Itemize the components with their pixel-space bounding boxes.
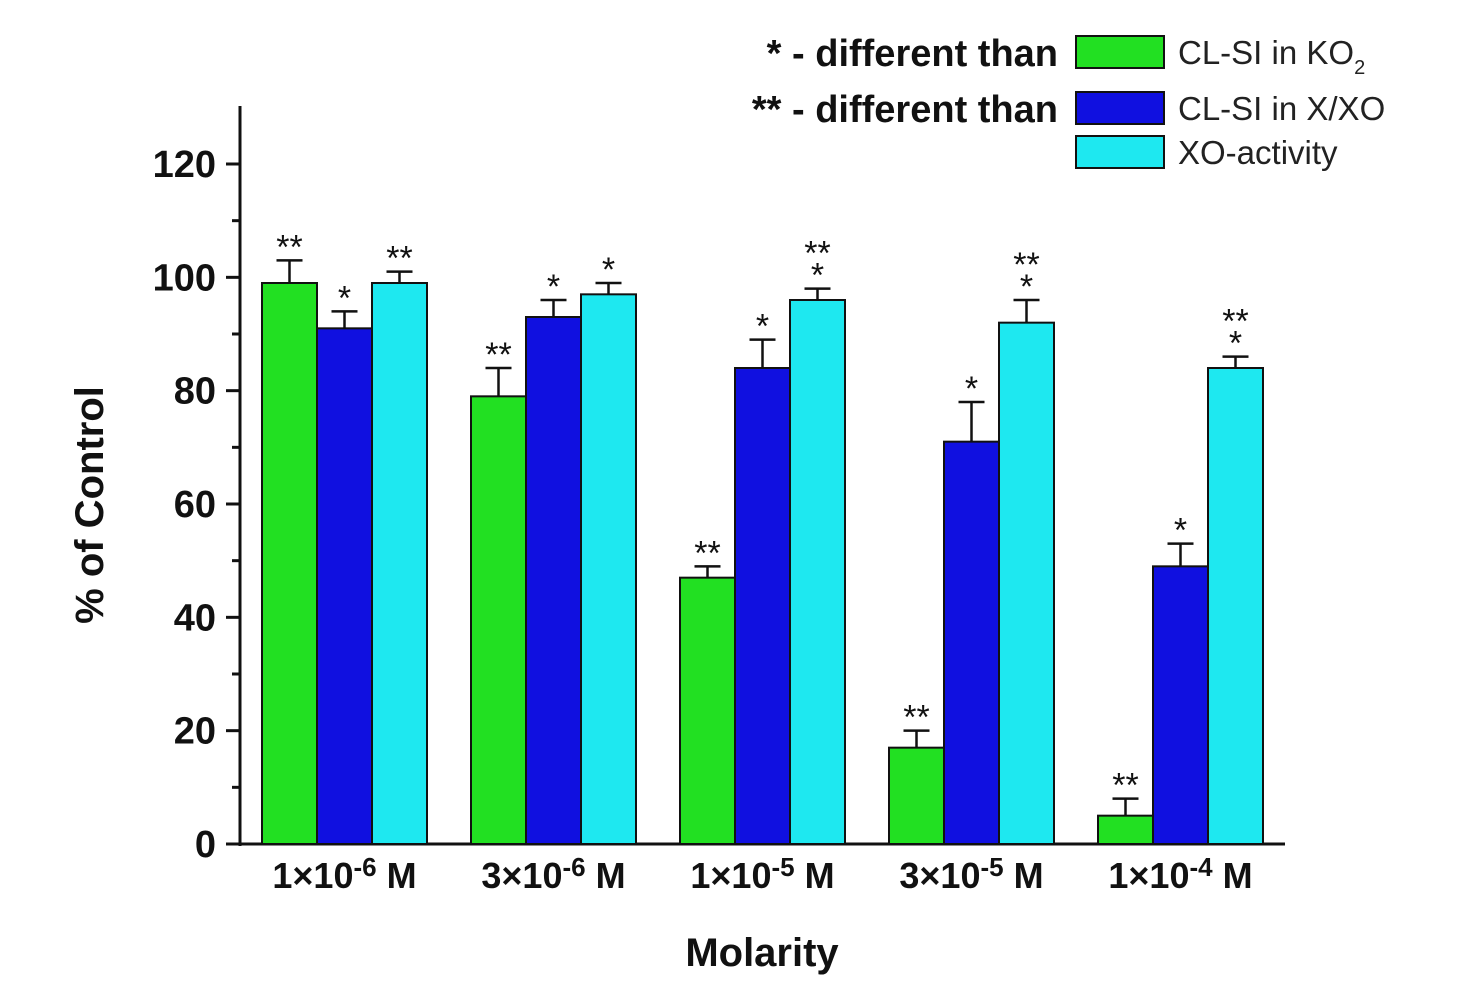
bar (789, 299, 846, 845)
significance-label: ** (386, 240, 412, 278)
y-tick-label: 120 (153, 144, 216, 186)
x-tick-label: 1×10-6 M (272, 852, 416, 896)
significance-label: * (1229, 325, 1242, 363)
bar (261, 282, 318, 845)
legend: CL-SI in KO2 CL-SI in X/XO XO-activity * - … (752, 33, 1385, 171)
bar (1097, 814, 1154, 846)
significance-label: * (338, 279, 351, 317)
significance-label: ** (694, 534, 720, 572)
legend-swatch (1075, 135, 1165, 169)
significance-label: ** (1013, 246, 1039, 284)
bar (1152, 565, 1209, 845)
significance-label: ** (1222, 303, 1248, 341)
significance-label: * (811, 257, 824, 295)
legend-swatch (1075, 91, 1165, 125)
significance-label: ** (804, 235, 830, 273)
bar (525, 316, 582, 845)
legend-note: * - different than (767, 33, 1058, 75)
y-tick-label: 60 (174, 484, 216, 526)
legend-label: XO-activity (1178, 134, 1338, 171)
significance-label: * (547, 268, 560, 306)
y-axis-title: % of Control (68, 386, 112, 624)
legend-label: CL-SI in KO2 (1178, 34, 1365, 79)
bar (1207, 367, 1264, 845)
x-tick-label: 1×10-5 M (690, 852, 834, 896)
legend-swatch (1075, 35, 1165, 69)
y-tick-label: 80 (174, 371, 216, 413)
y-tick-label: 20 (174, 711, 216, 753)
significance-label: ** (903, 699, 929, 737)
significance-label: * (965, 370, 978, 408)
bar (888, 746, 945, 846)
bar (316, 327, 373, 846)
bar (943, 440, 1000, 845)
bar (371, 282, 428, 845)
bar (470, 395, 527, 845)
significance-label: ** (485, 336, 511, 374)
y-tick-label: 0 (195, 824, 216, 866)
significance-label: * (1020, 268, 1033, 306)
x-axis-title: Molarity (685, 931, 839, 975)
significance-label: * (756, 308, 769, 346)
significance-label: ** (276, 228, 302, 266)
legend-note: ** - different than (752, 89, 1058, 131)
significance-label: ** (1112, 767, 1138, 805)
y-tick-label: 40 (174, 597, 216, 639)
bar (734, 367, 791, 845)
legend-label: CL-SI in X/XO (1178, 90, 1385, 127)
significance-label: * (602, 251, 615, 289)
x-tick-label: 3×10-6 M (481, 852, 625, 896)
bar (580, 293, 637, 846)
bar (998, 321, 1055, 845)
significance-label: * (1174, 512, 1187, 550)
y-tick-label: 100 (153, 257, 216, 299)
bar (679, 576, 736, 846)
x-tick-label: 3×10-5 M (899, 852, 1043, 896)
x-tick-label: 1×10-4 M (1108, 852, 1252, 896)
